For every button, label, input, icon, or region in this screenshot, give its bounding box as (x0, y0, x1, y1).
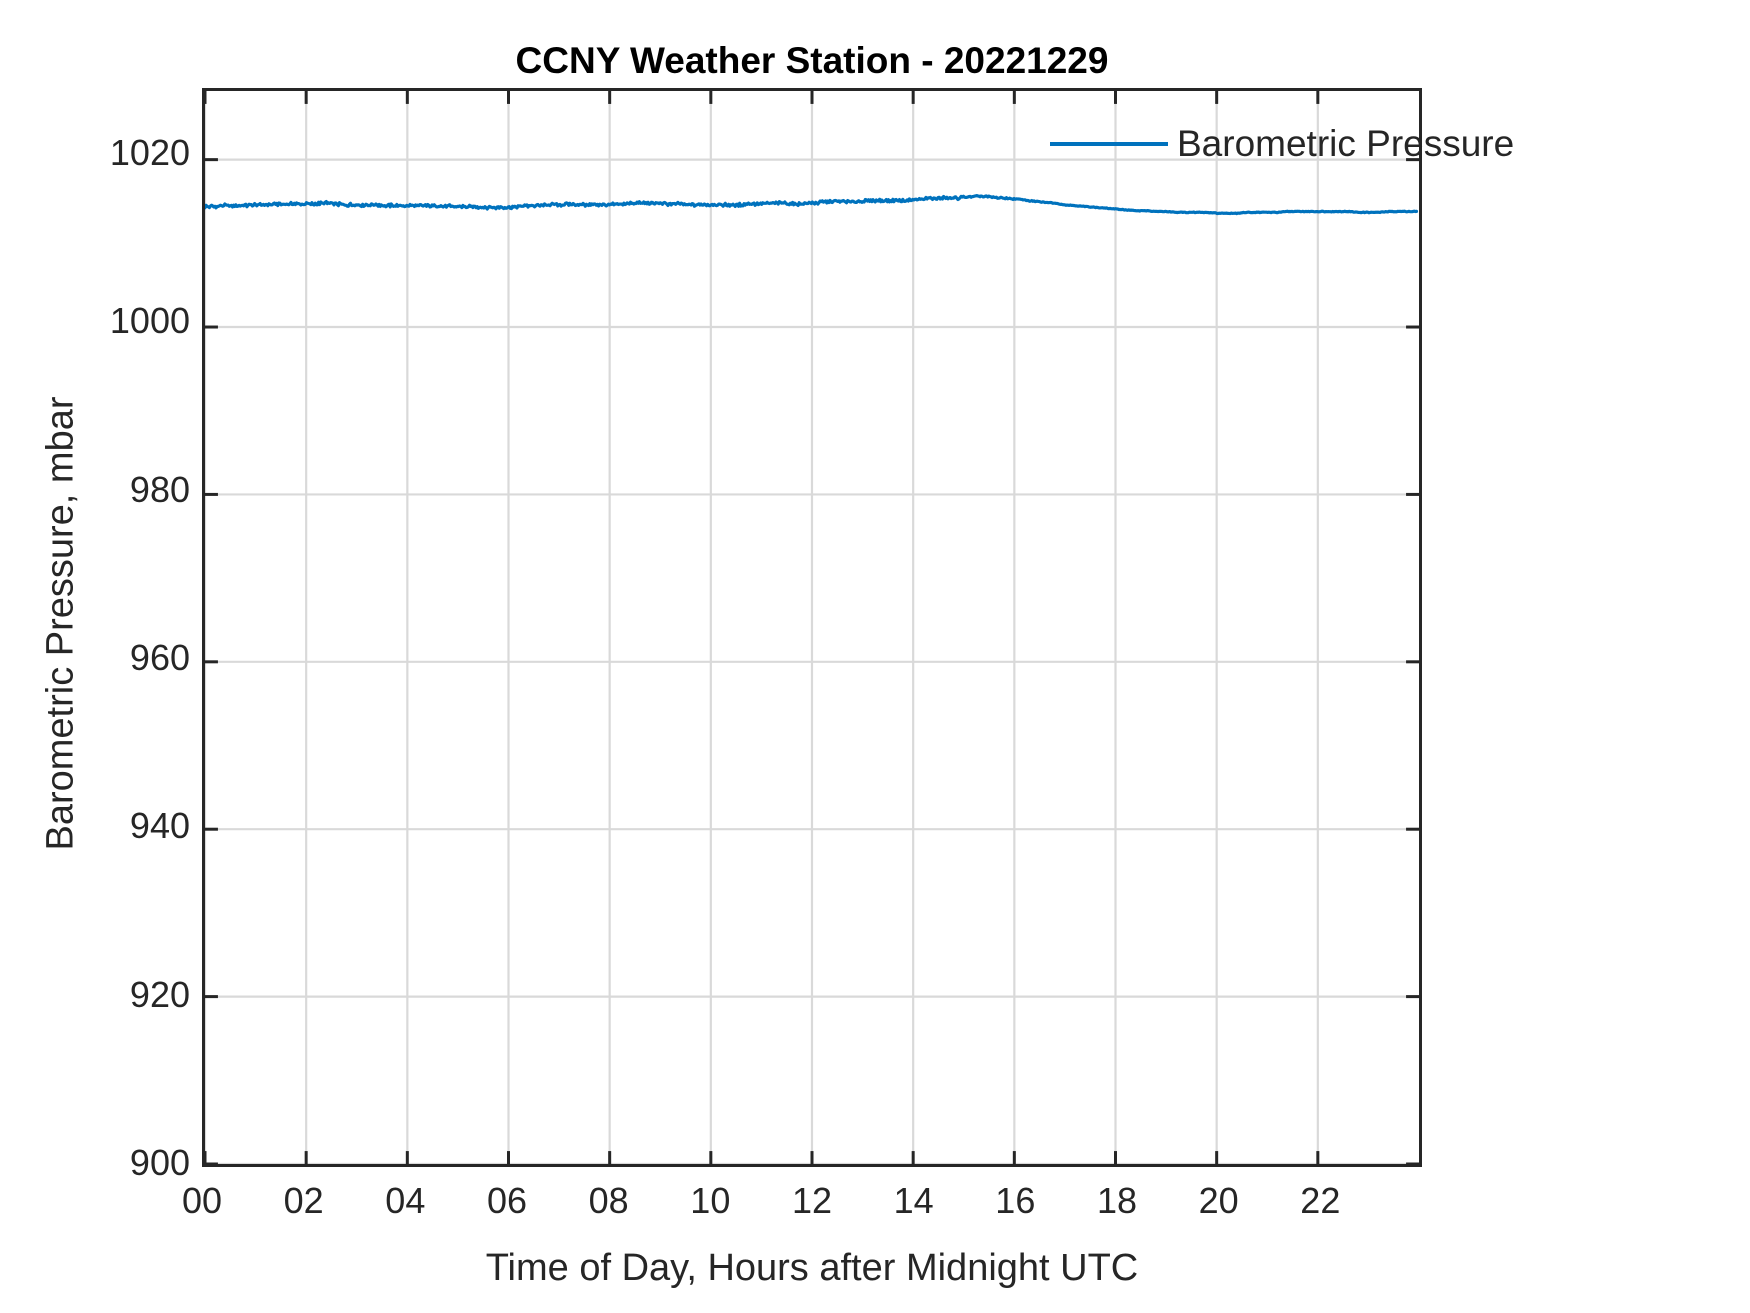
y-tick-label: 940 (129, 805, 190, 847)
x-tick-label: 12 (791, 1180, 833, 1221)
chart-title: CCNY Weather Station - 20221229 (515, 40, 1109, 81)
y-axis-tick-labels: 900 920 940 960 980 1000 1020 (52, 0, 190, 1313)
x-tick-label: 08 (588, 1180, 629, 1221)
y-tick-label: 960 (129, 637, 190, 678)
x-tick-label: 00 (181, 1180, 223, 1221)
x-tick-label: 04 (385, 1180, 426, 1221)
grid-lines (205, 91, 1419, 1164)
x-axis-label: Time of Day, Hours after Midnight UTC (485, 1247, 1139, 1289)
y-tick-label: 980 (129, 468, 190, 510)
y-tick-label: 1020 (109, 132, 190, 173)
x-tick-label: 22 (1300, 1180, 1341, 1221)
series-lines (205, 196, 1416, 214)
tick-marks (205, 91, 1419, 1164)
x-tick-label: 02 (283, 1180, 324, 1221)
legend-swatch (1047, 129, 1171, 159)
chart-legend: Barometric Pressure (1047, 123, 1514, 165)
x-tick-label: 20 (1198, 1180, 1239, 1221)
y-axis-label: Barometric Pressure, mbar (39, 396, 82, 851)
y-tick-label: 920 (129, 973, 190, 1015)
y-tick-label: 900 (129, 1142, 190, 1183)
x-tick-label: 18 (1096, 1180, 1138, 1221)
plot-area (202, 88, 1422, 1167)
legend-label: Barometric Pressure (1177, 123, 1515, 164)
series-line-barometric-pressure (205, 196, 1416, 214)
x-axis-tick-labels: 00 02 04 06 08 10 12 14 16 18 20 22 (0, 1180, 1750, 1230)
legend-line-sample (1050, 142, 1168, 146)
x-tick-label: 06 (486, 1180, 528, 1221)
x-tick-label: 14 (893, 1180, 934, 1221)
y-tick-label: 1000 (109, 300, 190, 342)
plot-svg (205, 91, 1419, 1164)
x-tick-label: 16 (995, 1180, 1036, 1221)
x-tick-label: 10 (690, 1180, 731, 1221)
